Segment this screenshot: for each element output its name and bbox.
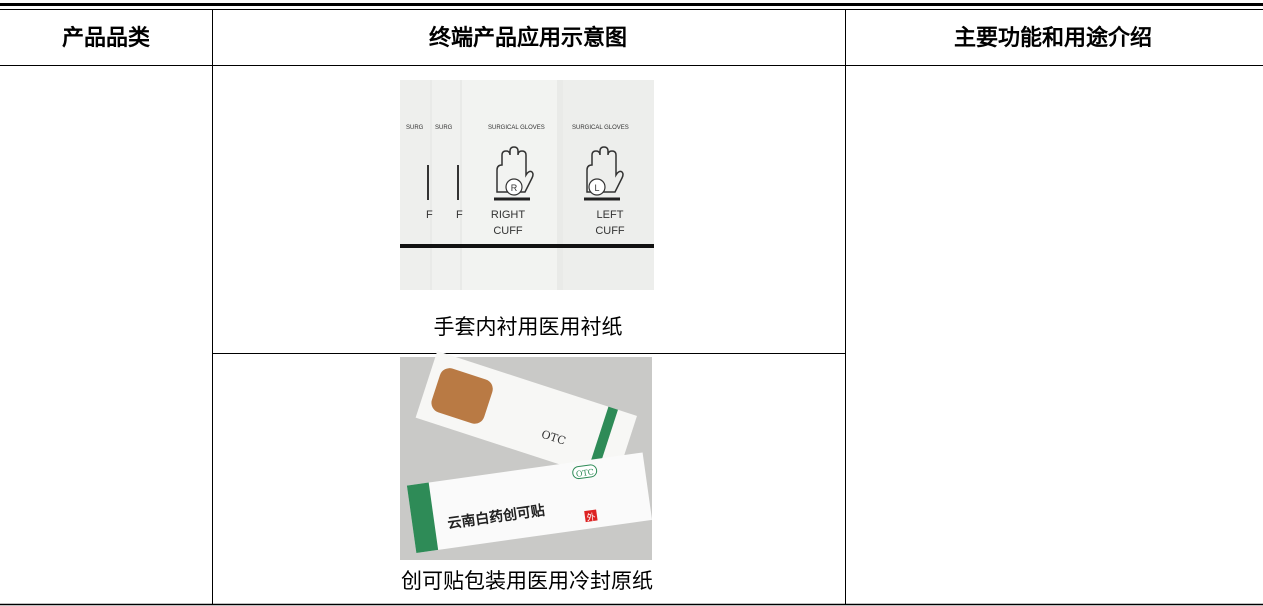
image-text: RIGHT: [491, 209, 526, 221]
header-cell: 主要功能和用途介绍: [954, 25, 1152, 51]
header-cell: 终端产品应用示意图: [429, 25, 627, 51]
header-cell: 产品品类: [62, 25, 151, 51]
svg-text:F: F: [426, 209, 433, 221]
item-caption: 创可贴包装用医用冷封原纸: [401, 569, 653, 593]
image-text: 外: [586, 511, 597, 524]
image-text: SURGICAL GLOVES: [572, 125, 629, 131]
image-text: CUFF: [493, 225, 523, 237]
image-text: L: [594, 183, 599, 193]
top-rule: [0, 3, 1263, 6]
svg-text:SURG: SURG: [435, 125, 453, 131]
item-caption: 手套内衬用医用衬纸: [434, 315, 623, 339]
svg-text:SURG: SURG: [406, 125, 424, 131]
image-text: SURGICAL GLOVES: [488, 125, 545, 131]
top-rule-thin: [0, 9, 1263, 10]
image-text: OTC: [575, 467, 594, 478]
image-text: R: [511, 183, 518, 193]
image-text: LEFT: [597, 209, 624, 221]
bandage-package-photo: OTC 云南白药创可贴 OTC 外: [400, 351, 653, 560]
image-text: CUFF: [595, 225, 625, 237]
svg-text:F: F: [456, 209, 463, 221]
glove-liner-photo: SURG SURG SURGICAL GLOVES SURGICAL GLOVE…: [400, 80, 654, 290]
